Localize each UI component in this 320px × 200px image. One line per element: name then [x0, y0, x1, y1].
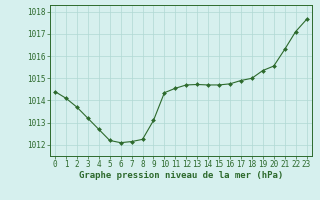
X-axis label: Graphe pression niveau de la mer (hPa): Graphe pression niveau de la mer (hPa)	[79, 171, 283, 180]
